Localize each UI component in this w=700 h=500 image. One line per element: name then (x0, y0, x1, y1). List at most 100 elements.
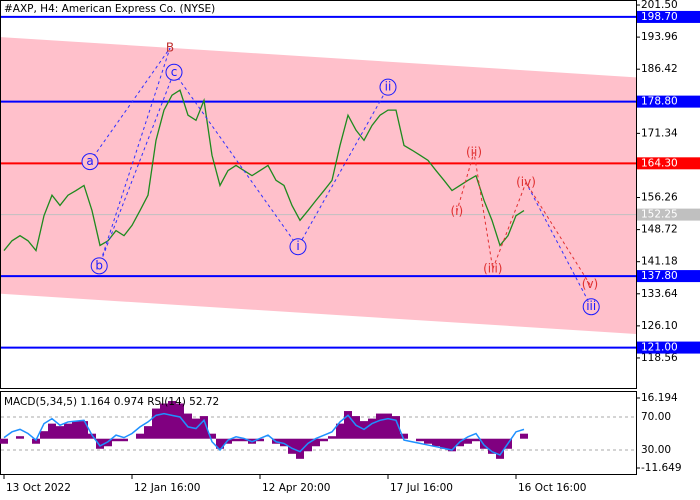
y-tick-label: 186.42 (641, 63, 678, 75)
y2-tick-label: 70.00 (641, 411, 671, 423)
macd-bar (352, 416, 360, 439)
current-price-label: 152.25 (641, 209, 678, 221)
macd-bar (208, 433, 216, 439)
level-tag (637, 270, 700, 283)
macd-bar (400, 433, 408, 439)
y-tick-label: 148.72 (641, 224, 678, 236)
level-tag (637, 95, 700, 108)
macd-bar (304, 438, 312, 452)
macd-bar (144, 426, 152, 439)
macd-bar (440, 438, 448, 449)
macd-bar (368, 418, 376, 439)
wave-label: b (95, 258, 103, 272)
x-tick-label: 12 Jan 16:00 (134, 482, 200, 494)
macd-bar (168, 401, 176, 439)
macd-bar (432, 438, 440, 447)
macd-bar (280, 438, 288, 447)
macd-bar (152, 408, 160, 439)
macd-bar (464, 438, 472, 444)
y-tick-label: 141.18 (641, 256, 678, 268)
macd-bar (472, 438, 480, 442)
macd-bar (320, 438, 328, 442)
macd-bar (136, 433, 144, 439)
macd-bar (488, 438, 496, 454)
macd-bar (384, 413, 392, 439)
wave-path (456, 152, 591, 285)
wave-label: c (171, 65, 178, 79)
wave-label: ii (385, 80, 392, 94)
macd-bar (232, 438, 240, 442)
x-tick-label: 13 Oct 2022 (6, 482, 71, 494)
wave-label: i (296, 239, 299, 253)
indicator-panel (0, 391, 637, 475)
macd-bar (496, 438, 504, 459)
y-tick-label: 126.10 (641, 320, 678, 332)
y-tick-label: -11.649 (641, 462, 682, 474)
y-tick-label: 193.96 (641, 31, 678, 43)
macd-bar (216, 438, 224, 449)
macd-bar (336, 423, 344, 439)
wave-label: (iv) (516, 175, 536, 189)
wave-path (525, 182, 592, 307)
level-label: 164.30 (641, 157, 678, 169)
macd-bar (32, 438, 40, 444)
wave-circle (90, 257, 108, 275)
macd-bar (80, 421, 88, 439)
wave-label: (i) (450, 204, 463, 218)
macd-bar (240, 438, 248, 442)
macd-bar (0, 438, 8, 444)
y2-tick-label: 30.00 (641, 444, 671, 456)
channel (1, 37, 636, 334)
x-tick-label: 17 Jul 16:00 (390, 482, 453, 494)
price-line (3, 89, 525, 252)
macd-bar (416, 438, 424, 442)
wave-label: (v) (582, 277, 598, 291)
macd-bar (520, 433, 528, 439)
macd-bar (424, 438, 432, 444)
wave-label: iii (586, 299, 596, 313)
wave-circle (165, 63, 183, 81)
macd-bar (112, 438, 120, 442)
macd-bar (48, 423, 56, 439)
rsi-line (3, 412, 525, 456)
macd-bar (288, 438, 296, 454)
macd-bar (376, 413, 384, 439)
wave-path (89, 47, 389, 267)
level-label: 178.80 (641, 96, 678, 108)
y-tick-label: 171.34 (641, 127, 678, 139)
wave-circle (379, 78, 397, 96)
wave-circle (289, 238, 307, 256)
x-tick-label: 12 Apr 20:00 (262, 482, 330, 494)
macd-bar (312, 438, 320, 447)
level-label: 137.80 (641, 270, 678, 282)
macd-bar (296, 438, 304, 459)
level-label: 121.00 (641, 342, 678, 354)
current-price-tag (637, 208, 700, 221)
macd-bar (40, 431, 48, 439)
wave-circle (582, 298, 600, 316)
macd-bar (200, 416, 208, 439)
macd-bar (328, 436, 336, 439)
wave-label: (ii) (466, 145, 482, 159)
level-tag (637, 10, 700, 23)
macd-bar (96, 438, 104, 449)
wave-label: (iii) (483, 261, 502, 275)
macd-bar (72, 421, 80, 439)
level-label: 198.70 (641, 11, 678, 23)
macd-bar (16, 436, 24, 439)
x-tick-label: 16 Oct 16:00 (518, 482, 586, 494)
chart-title: #AXP, H4: American Express Co. (NYSE) (4, 3, 215, 15)
indicator-label: MACD(5,34,5) 1.164 0.974 RSI(14) 52.72 (4, 396, 219, 408)
level-tag (637, 157, 700, 170)
y-tick-label: 156.26 (641, 192, 678, 204)
level-tag (637, 341, 700, 354)
macd-bar (448, 438, 456, 452)
y-tick-label: 133.64 (641, 288, 678, 300)
macd-bar (392, 416, 400, 439)
macd-bar (120, 438, 128, 442)
macd-bar (160, 403, 168, 439)
wave-label: a (86, 154, 93, 168)
macd-bar (176, 403, 184, 439)
macd-bar (256, 438, 264, 442)
wave-label: B (166, 41, 174, 55)
